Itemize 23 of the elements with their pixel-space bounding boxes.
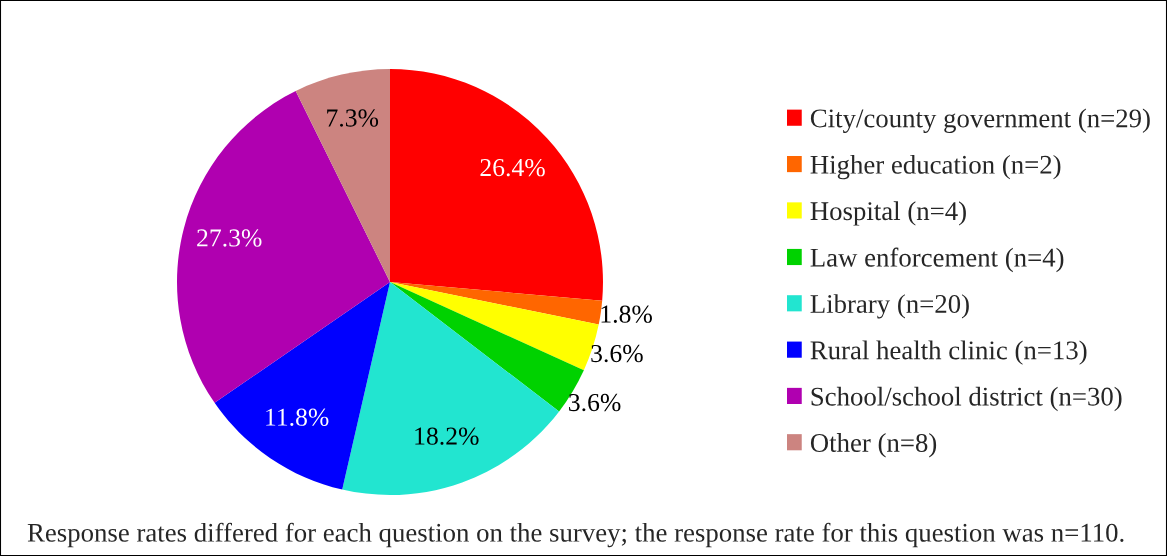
data-label: 3.6% — [591, 344, 643, 363]
data-label: 3.6% — [569, 393, 621, 412]
data-label: 27.3% — [197, 229, 262, 247]
legend-label: Law enforcement (n=4) — [810, 247, 1064, 273]
pie-slice — [177, 91, 390, 403]
legend-label: Library (n=20) — [810, 294, 969, 319]
pie-slice — [214, 282, 390, 490]
pie-slice — [390, 282, 603, 325]
pie-slice — [295, 69, 390, 282]
legend-label: School/school district (n=30) — [811, 386, 1122, 412]
data-label: 11.8% — [266, 408, 329, 426]
data-label: 1.8% — [601, 305, 652, 323]
legend-label: Rural health clinic (n=13) — [810, 340, 1087, 365]
pie-slice — [390, 69, 603, 301]
legend-label: Other (n=8) — [810, 433, 937, 458]
data-label: 26.4% — [480, 158, 545, 177]
text: Response rates differed for each question on the survey; the response rate for this question was n=110. — [27, 522, 1124, 548]
legend-label: Hospital (n=4) — [810, 201, 966, 226]
pie-slice — [342, 282, 560, 495]
data-label: 18.2% — [415, 427, 479, 445]
legend-label: Higher education (n=2) — [810, 154, 1061, 180]
data-label: 7.3% — [327, 109, 379, 127]
legend-label: City/county government (n=29) — [810, 108, 1150, 133]
